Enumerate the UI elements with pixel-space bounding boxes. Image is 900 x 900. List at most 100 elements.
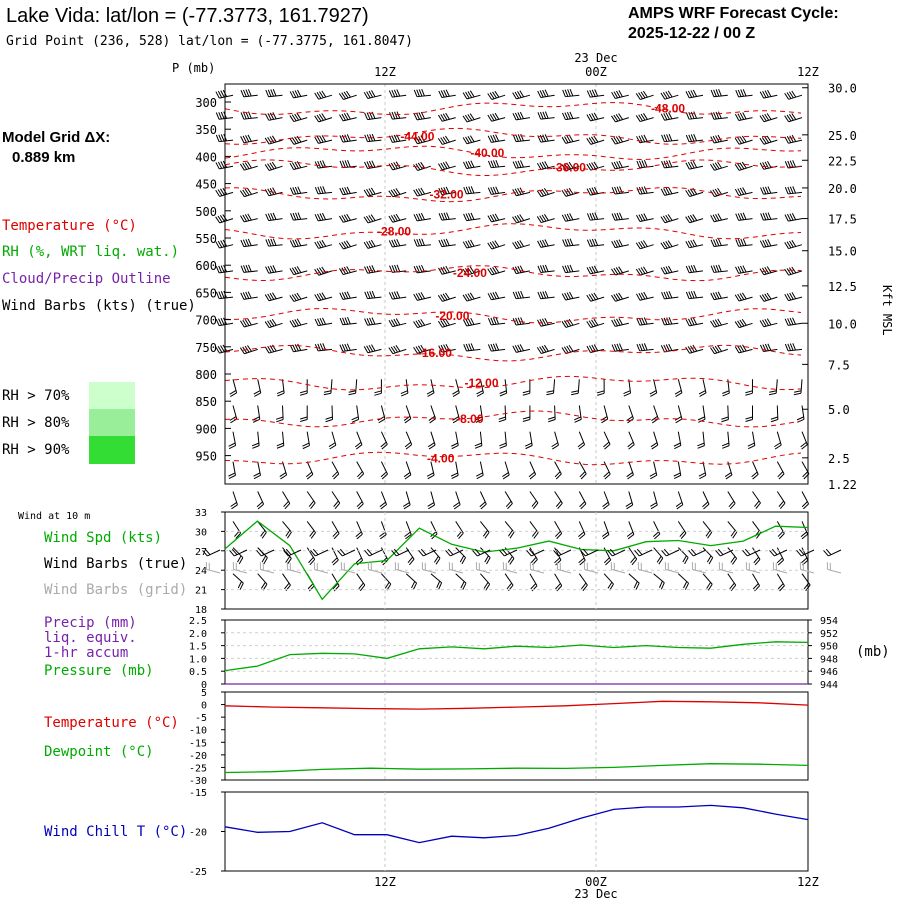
barb-feather: [314, 92, 319, 100]
wind-barb: [512, 290, 530, 300]
barb-feather: [710, 239, 715, 247]
barb-feather: [735, 90, 740, 98]
barb-feather: [591, 113, 596, 120]
wind-barb-grid: [448, 562, 464, 574]
barb-feather: [316, 241, 322, 248]
barb-feather: [532, 559, 538, 566]
wind-barb: [404, 521, 412, 540]
barb-feather: [343, 266, 349, 274]
barb-feather: [764, 266, 770, 274]
isotherm-line: [224, 410, 802, 428]
barb-feather: [267, 188, 272, 196]
isotherm-line: [224, 344, 802, 362]
wind-barb: [751, 461, 759, 480]
barb-feather: [388, 292, 393, 300]
barb-feather: [416, 265, 420, 273]
barb-feather: [280, 474, 287, 480]
wind-barb: [603, 573, 614, 591]
forecast-cycle-label: AMPS WRF Forecast Cycle:: [628, 5, 839, 22]
wind-barb: [551, 431, 559, 450]
barb-feather: [514, 215, 520, 223]
barb-feather: [289, 344, 294, 352]
barb-feather: [766, 113, 772, 120]
wind-barb: [215, 111, 234, 120]
barb-feather: [356, 471, 363, 478]
barb-feather: [463, 213, 467, 221]
barb-feather: [571, 390, 579, 393]
barb-feather: [341, 344, 346, 352]
barb-feather: [698, 472, 706, 477]
barb-feather: [440, 267, 445, 274]
pressure-tick-label: 650: [195, 286, 217, 300]
barb-feather: [495, 186, 500, 194]
barb-feather: [555, 530, 561, 537]
barb-feather: [452, 392, 460, 397]
wind-barb: [364, 160, 382, 170]
barb-feather: [308, 585, 315, 592]
barb-feather: [346, 240, 351, 247]
barb-feather: [341, 267, 347, 275]
barb-feather: [215, 346, 220, 354]
barb-feather: [627, 441, 634, 448]
barb-feather: [789, 343, 794, 351]
barb-feather: [428, 504, 435, 510]
barb-feather: [717, 345, 723, 352]
wind-barb: [625, 491, 634, 510]
barb-feather: [561, 136, 567, 144]
wind-barb: [675, 491, 684, 510]
barb-feather: [544, 318, 549, 325]
barb-feather: [462, 241, 468, 249]
barb-feather: [462, 92, 468, 100]
wind-barb: [314, 113, 333, 123]
barb-feather: [420, 187, 426, 195]
wind-barb: [529, 521, 539, 539]
barb-staff: [233, 568, 248, 574]
barb-feather: [294, 239, 299, 247]
barb-feather: [660, 582, 665, 590]
wind-barb: [487, 159, 506, 169]
barb-feather: [346, 186, 351, 194]
barb-feather: [633, 581, 638, 589]
wind-barb: [438, 89, 456, 99]
wind-barb: [305, 461, 314, 480]
wind-barb: [677, 547, 689, 565]
barb-feather: [618, 292, 624, 300]
barb-feather: [650, 474, 658, 480]
barb-feather: [767, 161, 772, 168]
barb-staff: [422, 568, 437, 574]
wind-barb: [348, 379, 358, 396]
barb-feather: [665, 187, 670, 195]
barb-feather: [759, 137, 765, 145]
barb-feather: [718, 89, 722, 97]
barb-feather: [404, 531, 411, 537]
wind-barb: [793, 379, 803, 396]
barb-feather: [564, 89, 569, 97]
barb-feather: [520, 133, 524, 141]
barb-feather: [381, 444, 388, 450]
barb-feather: [215, 91, 220, 99]
barb-feather: [537, 265, 542, 273]
barb-feather: [302, 445, 310, 450]
barb-feather: [489, 114, 495, 121]
barb-feather: [541, 318, 547, 326]
wind-barb-true: [634, 548, 653, 557]
barb-feather: [823, 550, 829, 557]
wind-barb: [586, 265, 605, 275]
wind-barb: [660, 240, 679, 250]
barb-feather: [603, 504, 610, 510]
barb-feather: [531, 585, 538, 592]
barb-feather: [771, 548, 778, 555]
barb-feather: [217, 215, 223, 223]
wind-barb-grid: [286, 562, 302, 574]
barb-feather: [388, 90, 393, 98]
wind-barb: [388, 89, 407, 98]
y-tick-label: 0: [201, 701, 207, 712]
barb-feather: [270, 265, 275, 273]
barb-feather: [261, 555, 267, 563]
barb-feather: [217, 90, 223, 98]
top-time-label: 12Z: [374, 65, 396, 79]
barb-feather: [610, 562, 612, 570]
barb-feather: [215, 291, 220, 299]
barb-feather: [717, 548, 724, 555]
wind-barb: [453, 491, 461, 510]
